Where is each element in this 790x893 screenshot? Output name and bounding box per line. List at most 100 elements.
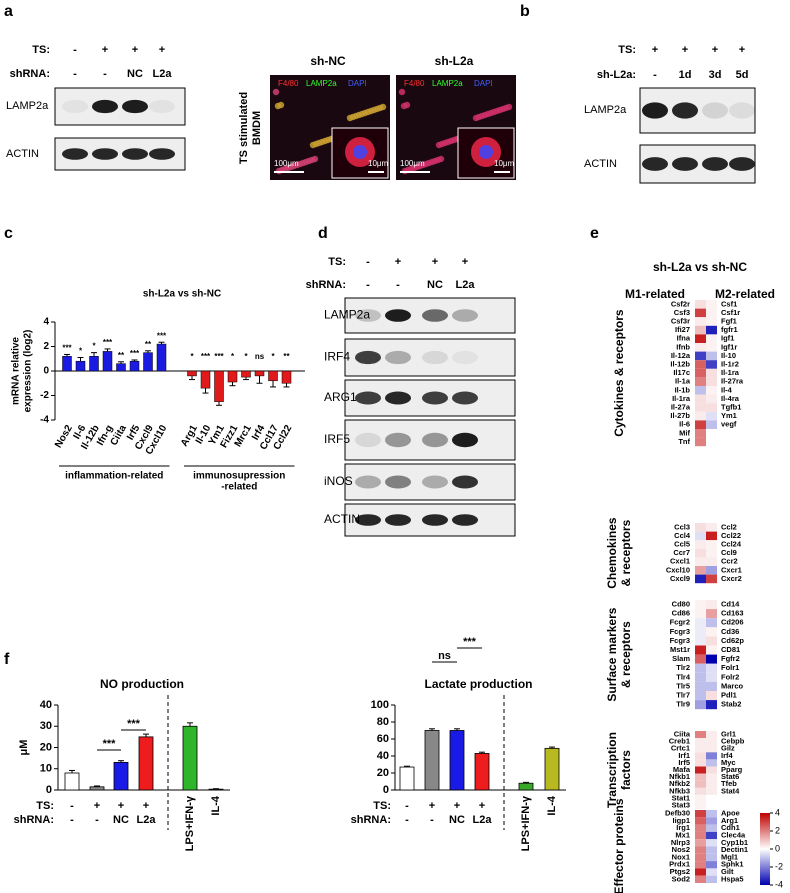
- significance: ***: [62, 344, 72, 353]
- cell: [398, 88, 406, 96]
- condition-value: -: [366, 279, 370, 291]
- gene-label: Cxcr2: [721, 574, 742, 583]
- scale-bar-label: 100μm: [400, 159, 425, 168]
- condition-value: -: [70, 800, 74, 812]
- section-label: factors: [619, 750, 633, 790]
- gene-label: Sphk1: [721, 860, 744, 869]
- condition-value: -: [73, 68, 77, 80]
- gene-label: Nfkb1: [669, 772, 690, 781]
- gene-label: Il-12b: [670, 359, 690, 368]
- heatmap-cell: [695, 654, 706, 664]
- heatmap-cell: [695, 429, 706, 438]
- panel-label: c: [4, 225, 13, 242]
- condition-label: shRNA:: [306, 279, 346, 291]
- chart-title: NO production: [100, 677, 184, 691]
- heatmap-cell: [706, 824, 717, 832]
- y-tick-label: 10: [40, 763, 52, 775]
- band: [149, 99, 175, 114]
- gene-label: Il-27a: [671, 402, 691, 411]
- gene-label: Il-6: [679, 420, 690, 429]
- blot-label: ACTIN: [584, 158, 617, 170]
- gene-label: Irf4: [721, 751, 734, 760]
- cell: [505, 103, 513, 111]
- band: [385, 391, 411, 405]
- significance: ***: [214, 352, 224, 361]
- condition-value: -: [95, 814, 99, 826]
- gene-label: Cxcr1: [721, 565, 742, 574]
- stain-label: LAMP2a: [432, 79, 463, 88]
- condition-value: -: [653, 69, 657, 81]
- heatmap-cell: [695, 300, 706, 309]
- gene-label: Mgl1: [721, 852, 738, 861]
- bar: [143, 352, 153, 372]
- band: [385, 432, 411, 448]
- band: [422, 432, 448, 448]
- heatmap-cell: [695, 531, 706, 541]
- band: [385, 514, 411, 526]
- heatmap-cell: [706, 672, 717, 682]
- gene-label: Ccl9: [721, 548, 737, 557]
- gene-label: Iigp1: [672, 816, 690, 825]
- heatmap-cell: [695, 386, 706, 395]
- bar: [156, 343, 167, 372]
- gene-label: Stat4: [721, 786, 740, 795]
- band: [452, 350, 478, 365]
- significance: *: [244, 352, 248, 361]
- gene-label: Cyp1b1: [721, 838, 748, 847]
- condition-value: -: [405, 800, 409, 812]
- condition-value: L2a: [473, 814, 493, 826]
- gene-label: Folr1: [721, 663, 739, 672]
- heatmap-cell: [695, 691, 706, 701]
- gene-label: Igf1r: [721, 342, 737, 351]
- y-tick-label: 0: [46, 784, 52, 796]
- heatmap-cell: [695, 700, 706, 710]
- heatmap-cell: [706, 654, 717, 664]
- heatmap-cell: [706, 759, 717, 767]
- heatmap-cell: [706, 377, 717, 386]
- gene-label: Csf1: [721, 299, 737, 308]
- gene-label: Ccl22: [721, 531, 741, 540]
- heatmap-cell: [706, 868, 717, 876]
- significance: *: [79, 347, 83, 356]
- heatmap-cell: [706, 609, 717, 619]
- gene-label: Ccr7: [673, 548, 690, 557]
- heatmap-cell: [695, 360, 706, 369]
- panel-label: f: [4, 651, 10, 668]
- heatmap-cell: [706, 787, 717, 795]
- heatmap-cell: [695, 437, 706, 447]
- cell: [272, 88, 280, 96]
- image-title: sh-NC: [310, 54, 346, 68]
- inset-nucleus: [479, 145, 493, 159]
- heatmap-cell: [695, 377, 706, 386]
- gene-label: Cd206: [721, 618, 744, 627]
- gene-label: Irf1: [678, 751, 690, 760]
- condition-value: +: [143, 800, 149, 812]
- gene-label: Fcgr2: [670, 618, 690, 627]
- section-label: & receptors: [619, 621, 633, 688]
- condition-value: +: [454, 800, 460, 812]
- bar: [89, 786, 105, 791]
- gene-label: Ccl24: [721, 539, 742, 548]
- gene-label: Cd14: [721, 600, 740, 609]
- band: [385, 475, 411, 489]
- heatmap-cell: [706, 411, 717, 421]
- heatmap-cell: [695, 752, 706, 760]
- significance: ***: [103, 738, 117, 750]
- chart-title: sh-L2a vs sh-NC: [653, 260, 747, 274]
- bar: [64, 772, 80, 791]
- heatmap-cell: [706, 574, 717, 584]
- gene-label: Il-4ra: [721, 394, 740, 403]
- gene-label: Defb30: [665, 809, 690, 818]
- band: [422, 309, 448, 322]
- y-tick-label: -4: [40, 415, 49, 426]
- significance: ***: [127, 718, 141, 730]
- heatmap-cell: [695, 420, 706, 429]
- colorbar-tick-label: 0: [775, 843, 780, 853]
- blot-label: IRF5: [324, 432, 350, 446]
- panel-label: d: [318, 225, 328, 242]
- gene-label: Cxcl10: [666, 565, 690, 574]
- gene-label: Nfkb2: [669, 779, 690, 788]
- heatmap-cell: [706, 308, 717, 318]
- heatmap-cell: [706, 627, 717, 637]
- gene-label: Fcgr3: [670, 636, 690, 645]
